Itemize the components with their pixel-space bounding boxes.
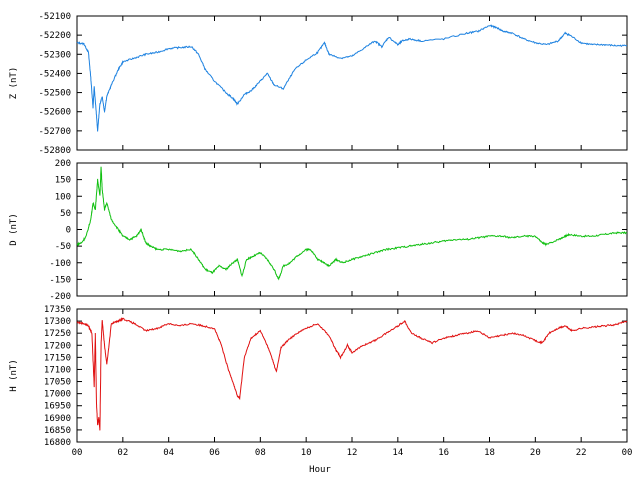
h-x-tick-label: 10	[301, 448, 312, 458]
h-x-tick-label: 06	[209, 448, 220, 458]
h-x-tick-label: 08	[255, 448, 266, 458]
z-y-tick-label: -52600	[38, 108, 71, 118]
d-y-tick-label: -150	[49, 275, 71, 285]
h-x-tick-label: 20	[530, 448, 541, 458]
d-y-tick-label: 0	[66, 226, 71, 236]
z-series-line	[76, 24, 628, 132]
d-panel: 200 150 100 50 0 -50 -100 -150 -200 D (nT)	[9, 159, 628, 302]
d-y-tick-label: 150	[55, 176, 71, 186]
h-x-tick-label: 04	[163, 448, 174, 458]
h-x-tick-label: 22	[576, 448, 587, 458]
x-axis-label: Hour	[309, 465, 331, 475]
d-y-tick-label: 100	[55, 192, 71, 202]
h-panel: 17350 17300 17250 17200 17150 17100 17050 17000…	[9, 305, 632, 458]
h-y-axis-label: H (nT)	[9, 359, 19, 392]
h-y-tick-label: 17050	[44, 378, 71, 388]
z-y-tick-label: -52500	[38, 89, 71, 99]
h-x-tick-label: 14	[392, 448, 403, 458]
h-y-tick-label: 17100	[44, 365, 71, 375]
h-y-tick-label: 16950	[44, 402, 71, 412]
d-y-tick-label: -200	[49, 292, 71, 302]
z-y-tick-label: -52400	[38, 69, 71, 79]
h-series-line	[76, 317, 628, 431]
h-plot-frame	[76, 308, 628, 443]
h-x-tick-label: 16	[438, 448, 449, 458]
d-plot-frame	[76, 162, 628, 297]
z-plot-frame	[76, 15, 628, 151]
h-y-tick-label: 17350	[44, 305, 71, 315]
d-series-line	[76, 166, 628, 281]
h-y-tick-label: 17150	[44, 353, 71, 363]
z-y-axis-label: Z (nT)	[9, 67, 19, 100]
d-y-tick-label: -50	[55, 242, 71, 252]
h-x-tick-label: 00	[72, 448, 83, 458]
h-y-tick-label: 16900	[44, 414, 71, 424]
h-y-tick-label: 16800	[44, 438, 71, 448]
z-y-tick-label: -52300	[38, 50, 71, 60]
d-y-tick-label: -100	[49, 259, 71, 269]
h-y-tick-label: 17200	[44, 341, 71, 351]
d-y-tick-label: 50	[60, 209, 71, 219]
h-x-tick-label: 12	[347, 448, 358, 458]
h-y-tick-label: 17300	[44, 317, 71, 327]
z-panel: -52100 -52200 -52300 -52400 -52500 -52600 -527…	[9, 12, 628, 156]
h-y-tick-label: 16850	[44, 426, 71, 436]
h-y-tick-label: 17000	[44, 390, 71, 400]
d-y-axis-label: D (nT)	[9, 213, 19, 246]
z-y-tick-label: -52100	[38, 12, 71, 22]
h-x-tick-label: 00	[622, 448, 633, 458]
z-y-tick-label: -52200	[38, 31, 71, 41]
z-y-tick-label: -52800	[38, 146, 71, 156]
z-y-tick-label: -52700	[38, 127, 71, 137]
h-x-tick-label: 18	[484, 448, 495, 458]
h-y-tick-label: 17250	[44, 329, 71, 339]
d-y-tick-label: 200	[55, 159, 71, 169]
h-x-tick-label: 02	[117, 448, 128, 458]
